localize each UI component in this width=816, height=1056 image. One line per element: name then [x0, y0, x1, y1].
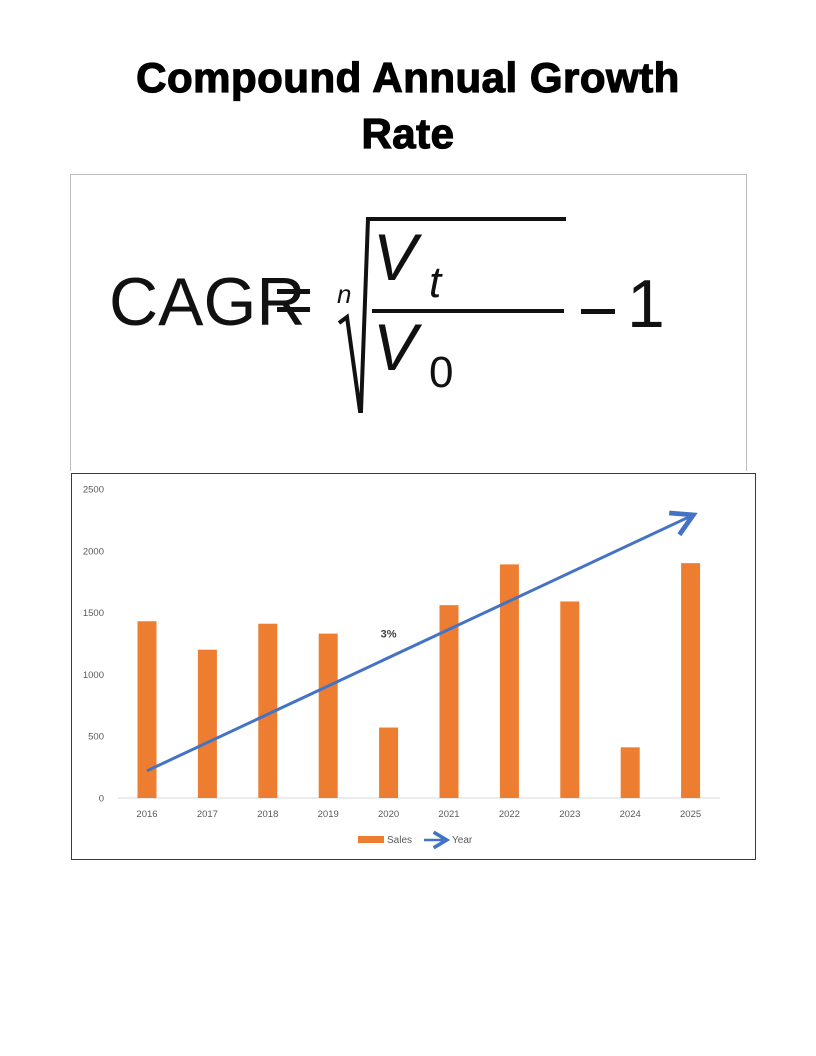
denominator-subscript: 0 — [429, 348, 453, 397]
y-tick-label: 2500 — [83, 485, 104, 496]
x-tick-label: 2024 — [620, 809, 641, 820]
title-line-1: Compound Annual Growth — [136, 53, 680, 101]
y-tick-label: 2000 — [83, 546, 104, 557]
bar-2019 — [318, 633, 338, 798]
cagr-formula: CAGR n V t V 0 1 — [109, 217, 665, 413]
bar-2020 — [379, 727, 399, 798]
x-axis: 2016 2017 2018 2019 2020 2021 2022 2023 2024 2025 — [136, 809, 701, 820]
y-axis: 0 500 1000 1500 2000 2500 — [83, 485, 104, 805]
title-line-2: Rate — [361, 109, 455, 157]
x-tick-label: 2019 — [318, 809, 339, 820]
numerator-subscript: t — [429, 258, 443, 307]
legend-sales-swatch — [358, 836, 384, 843]
year-arrow — [146, 510, 698, 773]
bar-2022 — [499, 564, 519, 798]
x-tick-label: 2020 — [378, 809, 399, 820]
numerator-v: V — [373, 220, 423, 294]
fraction-bar — [372, 309, 564, 313]
formula-one: 1 — [627, 266, 665, 342]
page-title: Compound Annual Growth Rate — [0, 50, 816, 162]
equals-sign-top — [277, 289, 310, 294]
x-tick-label: 2018 — [257, 809, 278, 820]
radical-icon — [337, 217, 566, 413]
x-tick-label: 2017 — [197, 809, 218, 820]
bar-2024 — [620, 747, 640, 798]
cagr-formula-panel: CAGR n V t V 0 1 — [70, 174, 747, 471]
legend-year-label: Year — [452, 835, 473, 846]
denominator-v: V — [373, 310, 423, 384]
chart-legend: Sales Year — [358, 830, 473, 850]
cagr-annotation: 3% — [381, 628, 397, 640]
x-tick-label: 2016 — [136, 809, 157, 820]
y-tick-label: 0 — [99, 794, 104, 805]
minus-sign — [581, 309, 615, 314]
bar-2016 — [137, 621, 157, 798]
formula-lhs: CAGR — [109, 264, 305, 340]
bar-series-sales — [137, 563, 701, 798]
x-tick-label: 2021 — [438, 809, 459, 820]
y-tick-label: 1500 — [83, 608, 104, 619]
bar-2021 — [439, 605, 459, 798]
sales-chart: 0 500 1000 1500 2000 2500 2016 2017 2018 2019 202… — [71, 473, 756, 860]
bar-2025 — [681, 563, 701, 798]
bar-2023 — [560, 601, 580, 798]
x-tick-label: 2025 — [680, 809, 701, 820]
y-tick-label: 500 — [88, 732, 104, 743]
bar-2017 — [197, 649, 217, 798]
bar-2018 — [258, 623, 278, 798]
legend-sales-label: Sales — [387, 835, 412, 846]
equals-sign-bottom — [277, 307, 310, 312]
x-tick-label: 2022 — [499, 809, 520, 820]
y-tick-label: 1000 — [83, 670, 104, 681]
chart-plot: 0 500 1000 1500 2000 2500 2016 2017 2018 2019 202… — [83, 485, 720, 850]
root-index: n — [337, 279, 351, 309]
x-tick-label: 2023 — [559, 809, 580, 820]
